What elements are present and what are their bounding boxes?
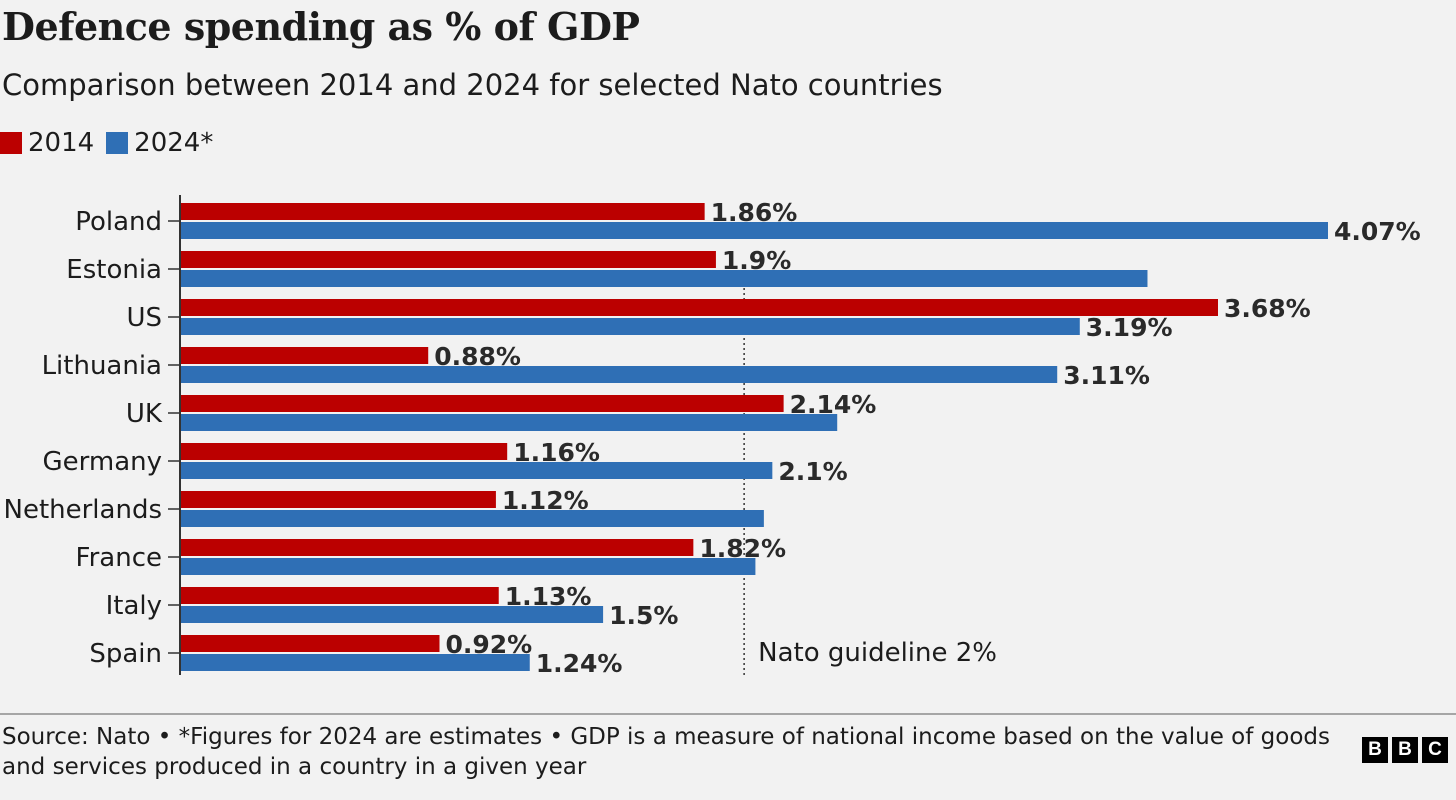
bar-2024-spain bbox=[180, 654, 530, 671]
legend-label-2024: 2024* bbox=[134, 128, 214, 158]
bar-2014-france bbox=[180, 539, 694, 556]
bar-2024-estonia bbox=[180, 270, 1148, 287]
y-tick-label-us: US bbox=[126, 303, 162, 333]
data-label-2024-poland: 4.07% bbox=[1334, 217, 1421, 246]
bar-2024-lithuania bbox=[180, 366, 1058, 383]
y-tick-label-uk: UK bbox=[126, 399, 163, 429]
nato-guideline-label: Nato guideline 2% bbox=[758, 638, 997, 668]
bar-2024-netherlands bbox=[180, 510, 764, 527]
logo-letter-c: C bbox=[1422, 737, 1448, 763]
bar-2014-germany bbox=[180, 443, 508, 460]
data-label-2024-spain: 1.24% bbox=[536, 649, 623, 678]
y-tick-label-netherlands: Netherlands bbox=[4, 495, 163, 525]
logo-letter-b2: B bbox=[1392, 737, 1418, 763]
bar-2024-uk bbox=[180, 414, 838, 431]
source-footnote: Source: Nato • *Figures for 2024 are est… bbox=[2, 724, 1330, 780]
legend-swatch-2014 bbox=[0, 132, 22, 154]
legend: 2014 2024* bbox=[0, 128, 225, 158]
bar-2014-lithuania bbox=[180, 347, 429, 364]
data-label-2024-us: 3.19% bbox=[1086, 313, 1173, 342]
data-label-2024-lithuania: 3.11% bbox=[1063, 361, 1150, 390]
bar-2014-us bbox=[180, 299, 1218, 316]
bar-2024-us bbox=[180, 318, 1080, 335]
legend-swatch-2024 bbox=[106, 132, 129, 154]
legend-label-2014: 2014 bbox=[28, 128, 95, 158]
bar-2024-france bbox=[180, 558, 756, 575]
legend-item-2024: 2024* bbox=[106, 128, 213, 158]
data-label-2024-germany: 2.1% bbox=[778, 457, 847, 486]
y-tick-label-italy: Italy bbox=[106, 591, 162, 621]
chart-title: Defence spending as % of GDP bbox=[2, 4, 640, 49]
footer-divider bbox=[0, 713, 1456, 715]
bbc-logo: B B C bbox=[1362, 737, 1448, 763]
y-tick-label-france: France bbox=[76, 543, 162, 573]
bar-2014-poland bbox=[180, 203, 705, 220]
y-tick-label-germany: Germany bbox=[42, 447, 162, 477]
bar-2014-spain bbox=[180, 635, 440, 652]
y-tick-label-estonia: Estonia bbox=[66, 255, 162, 285]
bar-2014-estonia bbox=[180, 251, 716, 268]
y-tick-label-poland: Poland bbox=[75, 207, 162, 237]
bar-2014-italy bbox=[180, 587, 499, 604]
y-tick-label-lithuania: Lithuania bbox=[42, 351, 162, 381]
bar-2014-netherlands bbox=[180, 491, 496, 508]
bar-2024-poland bbox=[180, 222, 1328, 239]
logo-letter-b1: B bbox=[1362, 737, 1388, 763]
y-tick-label-spain: Spain bbox=[89, 639, 162, 669]
bar-2014-uk bbox=[180, 395, 784, 412]
data-label-2024-italy: 1.5% bbox=[609, 601, 678, 630]
legend-item-2014: 2014 bbox=[0, 128, 94, 158]
data-label-2014-us: 3.68% bbox=[1224, 294, 1311, 323]
bar-chart: Nato guideline 2%Poland 1.86%4.07%Estonia… bbox=[4, 195, 1421, 678]
bar-2024-germany bbox=[180, 462, 773, 479]
bar-2024-italy bbox=[180, 606, 604, 623]
chart-subtitle: Comparison between 2014 and 2024 for sel… bbox=[2, 68, 943, 102]
